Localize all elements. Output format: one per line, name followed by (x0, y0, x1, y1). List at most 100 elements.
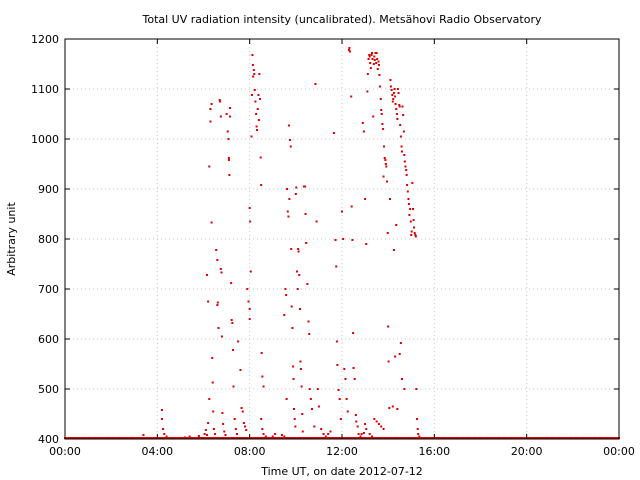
data-point (448, 437, 451, 439)
data-point (464, 437, 467, 439)
data-point (605, 437, 608, 439)
data-point (300, 385, 303, 388)
data-point (82, 437, 85, 439)
data-point (419, 437, 422, 439)
data-point (387, 437, 390, 439)
y-tick-label: 500 (38, 383, 59, 396)
data-point (395, 113, 398, 115)
data-point (497, 437, 500, 439)
data-point (309, 398, 312, 400)
data-point (377, 64, 380, 66)
data-point (488, 437, 491, 439)
data-point (414, 437, 417, 439)
data-point (344, 437, 347, 439)
data-point (214, 433, 217, 435)
data-point (249, 220, 252, 223)
data-point (274, 437, 277, 439)
data-point (235, 433, 238, 435)
data-point (352, 332, 355, 334)
data-point (294, 425, 297, 428)
data-point (327, 433, 330, 435)
data-point (368, 433, 371, 435)
data-point (78, 437, 81, 439)
data-point (185, 437, 188, 439)
data-point (534, 437, 537, 439)
data-point (357, 437, 360, 439)
data-point (575, 437, 578, 439)
data-point (313, 425, 316, 428)
data-point (499, 437, 502, 439)
data-point (355, 437, 358, 439)
data-point (586, 437, 589, 439)
data-point (357, 433, 360, 435)
data-point (102, 437, 105, 439)
data-point (237, 437, 240, 439)
data-point (337, 437, 340, 439)
data-point (429, 437, 432, 439)
data-point (472, 437, 475, 439)
data-point (361, 437, 364, 439)
data-point (397, 92, 400, 94)
data-point (412, 208, 415, 210)
data-point (115, 437, 118, 439)
data-point (409, 437, 412, 439)
data-point (399, 342, 402, 344)
data-point (117, 437, 120, 439)
data-point (369, 67, 372, 69)
data-point (564, 437, 567, 439)
data-point (197, 435, 200, 437)
data-point (272, 437, 275, 439)
data-point (216, 259, 219, 261)
data-point (204, 437, 207, 439)
data-point (481, 437, 484, 439)
data-point (218, 99, 221, 101)
data-point (283, 437, 286, 439)
y-axis-label: Arbitrary unit (5, 202, 18, 276)
data-point (392, 437, 395, 439)
data-point (406, 184, 409, 186)
data-point (193, 437, 196, 439)
data-point (410, 230, 413, 233)
data-point (612, 437, 615, 439)
data-point (490, 437, 493, 439)
data-point (235, 437, 238, 439)
data-point (207, 422, 210, 424)
data-point (207, 300, 210, 303)
data-point (389, 198, 392, 200)
data-point (228, 437, 231, 439)
data-point (334, 239, 337, 241)
data-point (353, 378, 356, 380)
data-point (369, 62, 372, 64)
data-point (285, 437, 288, 439)
data-point (217, 327, 220, 329)
data-point (142, 437, 145, 439)
data-point (184, 436, 187, 439)
data-point (370, 437, 373, 439)
data-point (208, 437, 211, 439)
data-point (354, 414, 357, 416)
data-point (271, 435, 274, 438)
data-point (359, 435, 362, 438)
data-point (274, 433, 277, 435)
data-point (346, 437, 349, 439)
data-point (130, 437, 133, 439)
data-point (215, 249, 218, 251)
data-point (361, 122, 364, 124)
data-point (161, 437, 164, 439)
data-point (244, 425, 247, 428)
data-point (389, 437, 392, 439)
data-point (405, 169, 408, 171)
data-point (210, 103, 213, 105)
data-point (291, 437, 294, 439)
data-point (382, 428, 385, 430)
data-point (496, 437, 499, 439)
data-point (198, 437, 201, 439)
data-point (380, 113, 383, 115)
data-point (336, 364, 339, 366)
data-point (297, 250, 300, 253)
data-point (383, 145, 386, 148)
data-point (232, 437, 235, 439)
data-point (402, 114, 405, 116)
data-point (257, 437, 260, 439)
data-point (376, 58, 379, 60)
